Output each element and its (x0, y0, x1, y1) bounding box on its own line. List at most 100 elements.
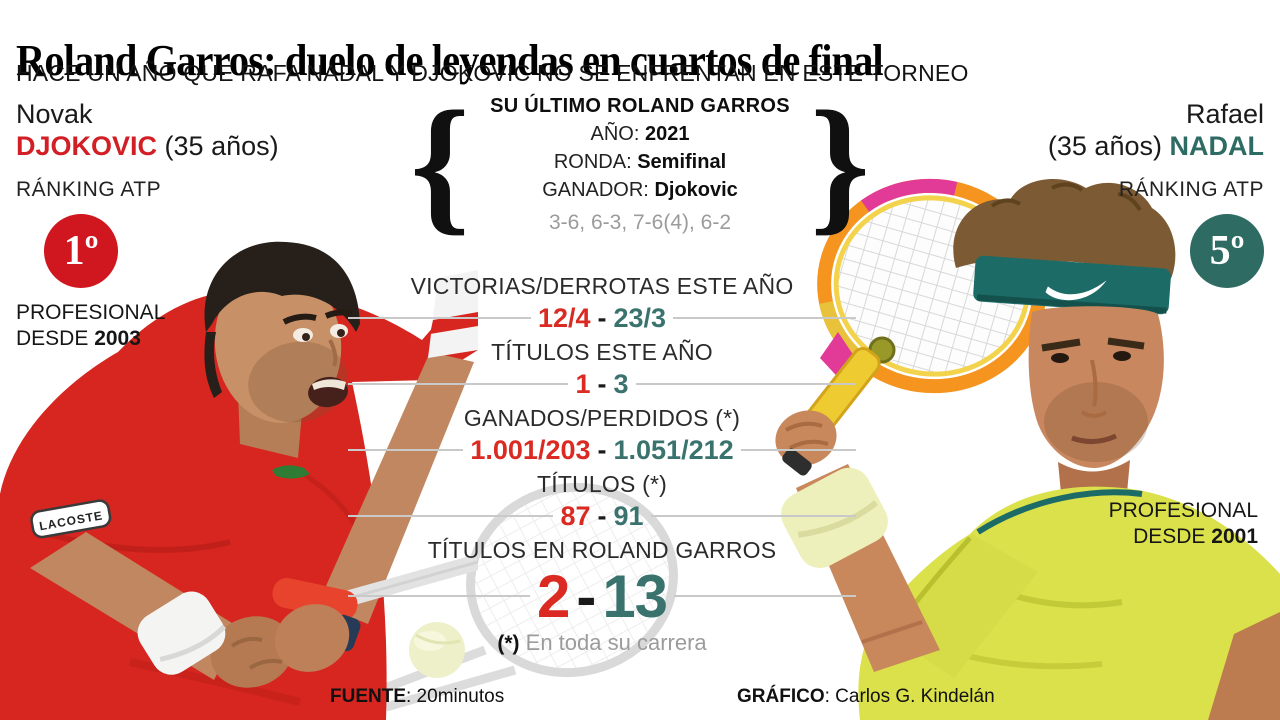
stat-row-titles-year: TÍTULOS ESTE AÑO 1 - 3 (348, 338, 856, 402)
divider-line-left (348, 515, 554, 517)
stat-value-djokovic: 1.001/203 (470, 434, 591, 465)
djokovic-pro-desde: DESDE (16, 327, 89, 350)
stat-value-nadal: 23/3 (613, 302, 667, 333)
nadal-face (1028, 306, 1164, 468)
divider-line-left (348, 383, 569, 385)
stat-label: VICTORIAS/DERROTAS ESTE AÑO (410, 273, 794, 299)
djokovic-hands (210, 604, 350, 688)
divider-line-right (673, 317, 856, 319)
stat-values: 1 - 3 (348, 366, 856, 402)
djokovic-ranking-label: RÁNKING ATP (16, 178, 162, 201)
djokovic-photo: LACOSTE (0, 241, 478, 720)
nadal-ranking-badge: 5º (1190, 214, 1264, 288)
footnote-marker: (*) (497, 632, 520, 655)
djokovic-first-name: Novak (16, 99, 93, 129)
match-year-label: AÑO: (590, 123, 640, 145)
stat-separator: - (597, 368, 607, 399)
stat-values: 12/4 - 23/3 (348, 300, 856, 336)
watermark-racket-head (466, 482, 678, 678)
djokovic-name-line: DJOKOVIC (35 años) (16, 130, 336, 162)
credit-label: GRÁFICO (737, 686, 825, 707)
match-round-value: Semifinal (637, 151, 727, 173)
divider-line-left (348, 449, 464, 451)
stat-value-nadal: 13 (602, 562, 668, 630)
nadal-pro-line1: PROFESIONAL (1108, 499, 1258, 522)
djokovic-pro-line2: DESDE 2003 (16, 326, 336, 352)
djokovic-ranking-badge: 1º (44, 214, 118, 288)
stat-value-djokovic: 1 (575, 368, 591, 399)
djokovic-wristband (137, 591, 227, 675)
stat-separator: - (597, 500, 607, 531)
match-round-row: RONDA: Semifinal (482, 148, 798, 176)
page-title: Roland Garros: duelo de leyendas en cuar… (16, 36, 884, 86)
credit-value: : Carlos G. Kindelán (824, 686, 995, 707)
nadal-ranking-value: 5º (1209, 228, 1245, 274)
stat-values: 87 - 91 (348, 498, 856, 534)
page-subtitle: HACE UN AÑO QUE RAFA NADAL Y DJOKOVIC NO… (16, 60, 969, 86)
footnote: (*) En toda su carrera (348, 630, 856, 657)
nadal-pro-since: PROFESIONAL DESDE 2001 (1109, 498, 1258, 550)
nike-swoosh-icon (1045, 280, 1107, 301)
close-brace: } (810, 80, 870, 249)
watermark-racket-graphic (370, 482, 678, 712)
nadal-age: (35 años) (1047, 131, 1162, 161)
nadal-ranking-label: RÁNKING ATP (1118, 178, 1264, 201)
nadal-pro-desde: DESDE (1133, 525, 1206, 548)
djokovic-head (204, 241, 360, 423)
match-round-label: RONDA: (553, 151, 632, 173)
graphic-credit: GRÁFICO: Carlos G. Kindelán (737, 686, 995, 708)
djokovic-last-name: DJOKOVIC (16, 131, 158, 161)
divider-line-left (348, 317, 531, 319)
nadal-info-column: Rafael (35 años) NADAL RÁNKING ATP 5º (944, 98, 1264, 288)
stats-comparison: VICTORIAS/DERROTAS ESTE AÑO 12/4 - 23/3 … (348, 272, 857, 657)
divider-line-right (635, 383, 856, 385)
stat-row-won-lost: GANADOS/PERDIDOS (*) 1.001/203 - 1.051/2… (348, 404, 856, 468)
stat-value-nadal: 3 (613, 368, 629, 399)
nadal-hair (953, 178, 1176, 294)
match-score: 3-6, 6-3, 7-6(4), 6-2 (548, 211, 732, 234)
nadal-pro-line2: DESDE 2001 (1109, 524, 1258, 550)
nadal-first-name: Rafael (1185, 99, 1264, 129)
match-year-value: 2021 (644, 123, 690, 145)
tennis-ball (409, 622, 465, 678)
stat-value-nadal: 1.051/212 (613, 434, 734, 465)
stat-label: GANADOS/PERDIDOS (*) (463, 405, 741, 431)
stat-row-roland-garros-titles: TÍTULOS EN ROLAND GARROS 2 - 13 (348, 536, 857, 630)
nadal-name-line: (35 años) NADAL (944, 130, 1264, 162)
stat-values: 1.001/203 - 1.051/212 (348, 432, 856, 468)
match-year-row: AÑO: 2021 (482, 120, 798, 148)
djokovic-age: (35 años) (164, 131, 279, 161)
djokovic-pro-since: PROFESIONAL DESDE 2003 (16, 300, 336, 352)
divider-line-right (650, 515, 856, 517)
last-match-box: { SU ÚLTIMO ROLAND GARROS AÑO: 2021 ROND… (410, 80, 870, 249)
last-match-content: SU ÚLTIMO ROLAND GARROS AÑO: 2021 RONDA:… (482, 92, 798, 238)
stat-separator: - (597, 302, 607, 333)
stat-separator: - (597, 434, 607, 465)
nadal-last-name: NADAL (1169, 131, 1265, 161)
stat-values: 2 - 13 (348, 562, 857, 630)
divider-line-left (348, 595, 530, 597)
stat-value-djokovic: 87 (560, 500, 591, 531)
nadal-pro-year: 2001 (1211, 525, 1258, 548)
match-winner-label: GANADOR: (542, 179, 649, 201)
lacoste-patch: LACOSTE (30, 499, 112, 539)
last-match-title: SU ÚLTIMO ROLAND GARROS (490, 95, 790, 117)
match-winner-value: Djokovic (654, 179, 738, 201)
stat-label: TÍTULOS ESTE AÑO (491, 339, 713, 365)
stat-value-djokovic: 2 (536, 562, 570, 630)
source-credit: FUENTE: 20minutos (330, 686, 504, 708)
nadal-photo (775, 178, 1280, 720)
djokovic-info-column: Novak DJOKOVIC (35 años) RÁNKING ATP 1º … (16, 98, 336, 352)
djokovic-ranking-value: 1º (63, 228, 99, 274)
match-winner-row: GANADOR: Djokovic (482, 176, 798, 204)
open-brace: { (410, 80, 470, 249)
source-value: : 20minutos (406, 686, 505, 707)
source-label: FUENTE (330, 686, 406, 707)
stat-value-djokovic: 12/4 (537, 302, 591, 333)
stat-row-titles-career: TÍTULOS (*) 87 - 91 (348, 470, 856, 534)
stat-value-nadal: 91 (613, 500, 644, 531)
lacoste-crocodile-icon (272, 465, 310, 479)
djokovic-pro-year: 2003 (94, 327, 141, 350)
nadal-headband (973, 255, 1171, 315)
